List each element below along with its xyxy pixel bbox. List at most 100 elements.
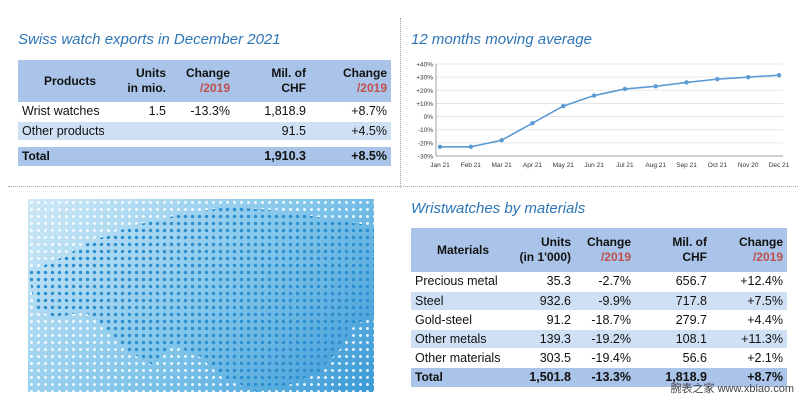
row-mil: 279.7 <box>635 310 711 330</box>
x-tick-label: Jan 21 <box>430 162 450 169</box>
total-label: Total <box>18 146 122 167</box>
chart-title: 12 months moving average <box>411 31 592 48</box>
total-change-2019: +8.5% <box>310 146 391 167</box>
row-units: 1.5 <box>122 102 170 122</box>
header-products: Products <box>18 60 122 102</box>
exports-table: Products Units in mio. Change/2019 Mil. o… <box>18 60 391 167</box>
exports-title: Swiss watch exports in December 2021 <box>18 31 281 48</box>
row-change: -9.9% <box>575 291 635 311</box>
x-tick-label: Jul 21 <box>616 162 634 169</box>
y-tick-label: -30% <box>418 154 433 161</box>
moving-average-chart: +40% +30% +20% +10% 0% -10% -20% -30%Jan 21 Feb … <box>416 62 790 170</box>
total-mil: 1,818.9 <box>635 367 711 388</box>
header-units: Units (in 1'000) <box>515 228 575 272</box>
row-units: 91.2 <box>515 310 575 330</box>
table-row: Other products 91.5 +4.5% <box>18 121 391 141</box>
row-change-2019: +7.5% <box>711 291 787 311</box>
table-row: Steel 932.6 -9.9% 717.8 +7.5% <box>411 291 787 311</box>
y-tick-label: +40% <box>416 62 433 69</box>
header-materials: Materials <box>411 228 515 272</box>
row-change-2019: +4.5% <box>310 121 391 141</box>
watermark: 腕表之家 www.xbiao.com <box>670 383 794 395</box>
table-row: Other materials 303.5 -19.4% 56.6 +2.1% <box>411 348 787 368</box>
table-row: Gold-steel 91.2 -18.7% 279.7 +4.4% <box>411 310 787 330</box>
series-line <box>440 74 780 148</box>
row-label: Other materials <box>411 348 515 368</box>
data-point <box>437 144 443 149</box>
horizontal-divider <box>8 186 798 187</box>
row-label: Other products <box>18 121 122 141</box>
table-total-row: Total 1,910.3 +8.5% <box>18 146 391 167</box>
total-units: 1,501.8 <box>515 367 575 388</box>
row-mil: 56.6 <box>635 348 711 368</box>
row-change: -18.7% <box>575 310 635 330</box>
header-change: Change/2019 <box>575 228 635 272</box>
x-tick-label: Oct 21 <box>708 162 728 169</box>
row-change: -13.3% <box>170 102 234 122</box>
y-tick-label: +30% <box>416 75 433 82</box>
data-point <box>715 76 720 82</box>
row-change: -19.2% <box>575 329 635 349</box>
data-point <box>776 72 782 78</box>
total-units <box>122 146 170 167</box>
header-mil-chf: Mil. of CHF <box>635 228 711 272</box>
data-point <box>653 84 658 89</box>
total-mil: 1,910.3 <box>234 146 310 167</box>
table-row: Wrist watches 1.5 -13.3% 1,818.9 +8.7% <box>18 102 391 122</box>
data-point <box>530 120 535 126</box>
exports-header-row: Products Units in mio. Change/2019 Mil. o… <box>18 60 391 102</box>
y-tick-label: +20% <box>416 88 433 95</box>
header-mil-chf: Mil. of CHF <box>234 60 310 102</box>
row-label: Steel <box>411 291 515 311</box>
row-label: Wrist watches <box>18 102 122 122</box>
row-change-2019: +12.4% <box>711 272 787 292</box>
data-point <box>745 74 751 80</box>
data-point <box>622 86 628 92</box>
x-tick-label: Dec 21 <box>769 162 790 169</box>
row-change-2019: +8.7% <box>310 102 391 122</box>
data-point <box>499 138 504 143</box>
row-mil: 108.1 <box>635 329 711 349</box>
row-units: 139.3 <box>515 329 575 349</box>
table-total-row: Total 1,501.8 -13.3% 1,818.9 +8.7% <box>411 367 787 388</box>
data-point <box>561 103 566 109</box>
total-change: -13.3% <box>575 367 635 388</box>
row-mil: 717.8 <box>635 291 711 311</box>
header-change-2019: Change/2019 <box>310 60 391 102</box>
row-units: 35.3 <box>515 272 575 292</box>
row-label: Precious metal <box>411 272 515 292</box>
row-mil: 91.5 <box>234 121 310 141</box>
total-change-2019: +8.7% <box>711 367 787 388</box>
materials-header-row: Materials Units (in 1'000) Change/2019 Mi… <box>411 228 787 272</box>
row-units <box>122 121 170 141</box>
row-change <box>170 121 234 141</box>
y-tick-label: +10% <box>416 101 433 108</box>
y-tick-label: -20% <box>418 140 433 147</box>
row-mil: 1,818.9 <box>234 102 310 122</box>
y-tick-label: 0% <box>424 114 434 121</box>
data-point <box>468 144 474 149</box>
world-map-image <box>28 199 374 392</box>
data-point <box>591 93 597 98</box>
x-tick-label: Jun 21 <box>584 162 604 169</box>
x-tick-label: Nov 20 <box>738 162 759 169</box>
row-change-2019: +4.4% <box>711 310 787 330</box>
header-change: Change/2019 <box>170 60 234 102</box>
data-point <box>684 80 689 85</box>
table-row: Precious metal 35.3 -2.7% 656.7 +12.4% <box>411 272 787 292</box>
x-tick-label: Apr 21 <box>523 162 543 169</box>
row-mil: 656.7 <box>635 272 711 292</box>
row-units: 932.6 <box>515 291 575 311</box>
materials-title: Wristwatches by materials <box>411 200 586 217</box>
x-tick-label: Feb 21 <box>461 162 482 169</box>
row-label: Gold-steel <box>411 310 515 330</box>
row-units: 303.5 <box>515 348 575 368</box>
row-change: -2.7% <box>575 272 635 292</box>
vertical-divider <box>400 18 401 188</box>
row-change-2019: +2.1% <box>711 348 787 368</box>
row-label: Other metals <box>411 329 515 349</box>
header-change-2019: Change/2019 <box>711 228 787 272</box>
row-change: -19.4% <box>575 348 635 368</box>
materials-table: Materials Units (in 1'000) Change/2019 Mi… <box>411 228 787 388</box>
x-tick-label: Sep 21 <box>676 162 697 169</box>
